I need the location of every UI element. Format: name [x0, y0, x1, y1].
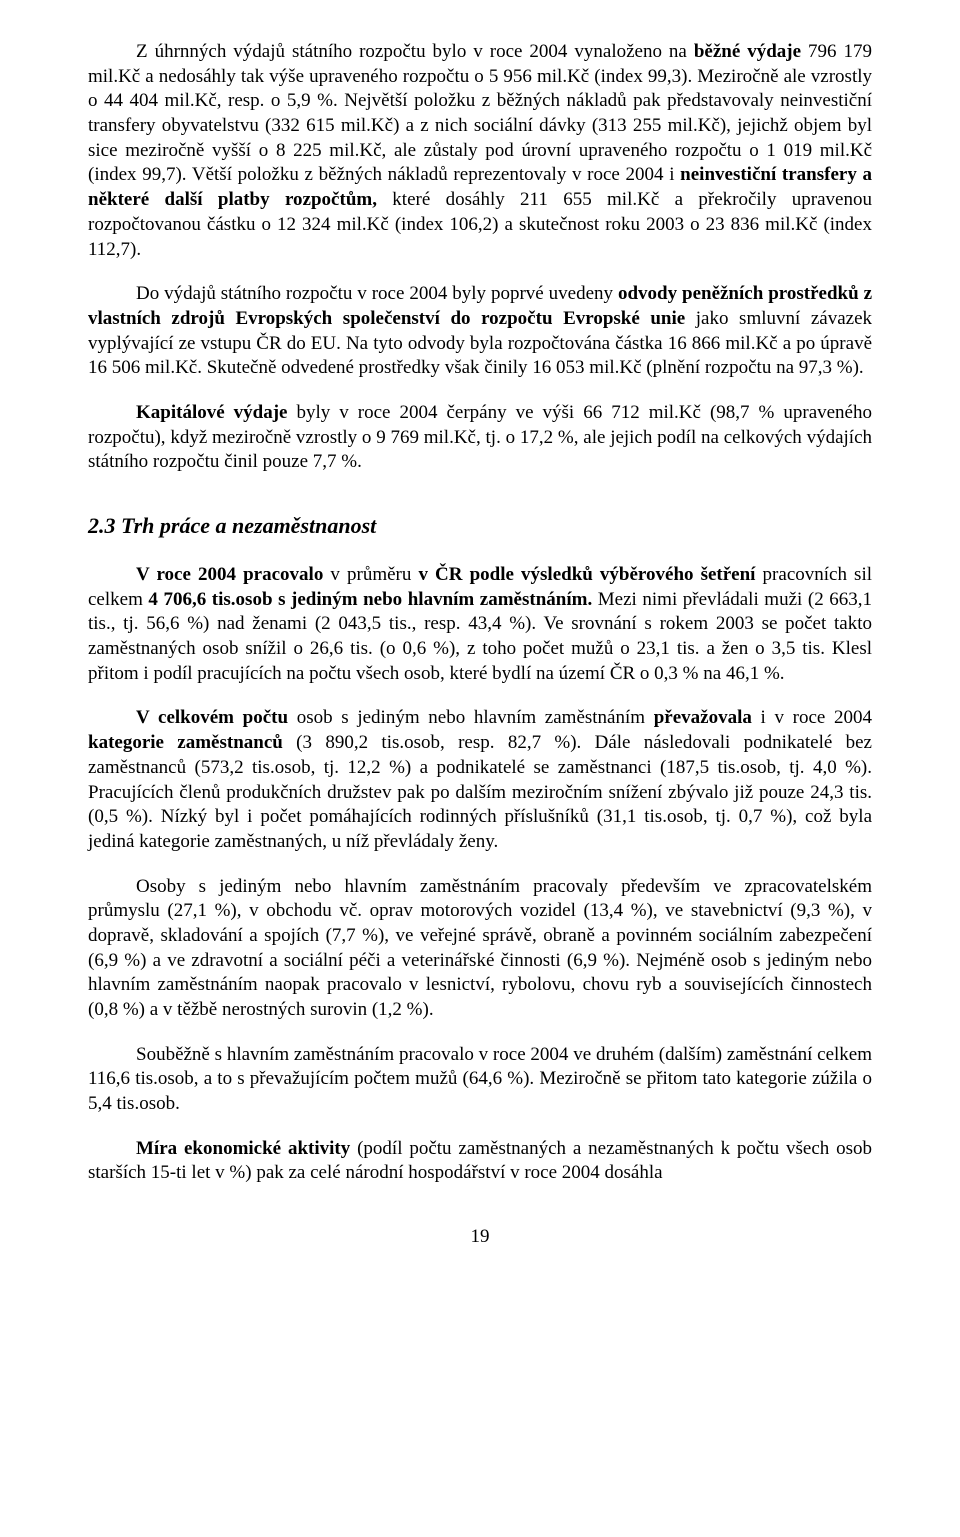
paragraph-1: Z úhrnných výdajů státního rozpočtu bylo…	[88, 40, 872, 262]
paragraph-5: V celkovém počtu osob s jediným nebo hla…	[88, 706, 872, 854]
document-page: Z úhrnných výdajů státního rozpočtu bylo…	[0, 0, 960, 1288]
paragraph-2: Do výdajů státního rozpočtu v roce 2004 …	[88, 282, 872, 381]
paragraph-8: Míra ekonomické aktivity (podíl počtu za…	[88, 1137, 872, 1186]
paragraph-7: Souběžně s hlavním zaměstnáním pracovalo…	[88, 1043, 872, 1117]
paragraph-6: Osoby s jediným nebo hlavním zaměstnáním…	[88, 875, 872, 1023]
paragraph-3: Kapitálové výdaje byly v roce 2004 čerpá…	[88, 401, 872, 475]
section-heading-2-3: 2.3 Trh práce a nezaměstnanost	[88, 513, 872, 539]
page-number: 19	[88, 1226, 872, 1248]
paragraph-4: V roce 2004 pracovalo v průměru v ČR pod…	[88, 563, 872, 686]
